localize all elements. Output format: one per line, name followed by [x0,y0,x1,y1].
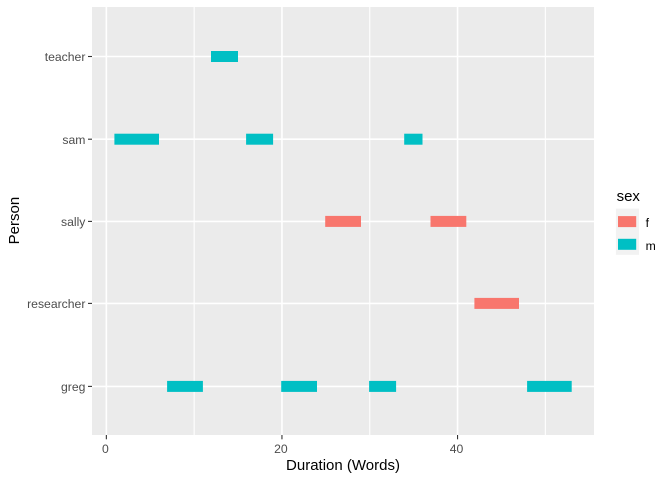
svg-text:greg: greg [61,380,85,394]
svg-text:sally: sally [61,215,86,229]
svg-text:0: 0 [102,442,109,456]
svg-text:40: 40 [450,442,464,456]
svg-text:f: f [646,216,650,230]
svg-text:Duration (Words): Duration (Words) [286,457,400,474]
svg-text:Person: Person [6,197,23,245]
svg-text:researcher: researcher [27,297,85,311]
svg-text:teacher: teacher [45,50,86,64]
svg-text:sam: sam [62,133,85,147]
svg-text:20: 20 [274,442,288,456]
svg-text:sex: sex [617,188,641,205]
svg-text:m: m [646,239,656,253]
